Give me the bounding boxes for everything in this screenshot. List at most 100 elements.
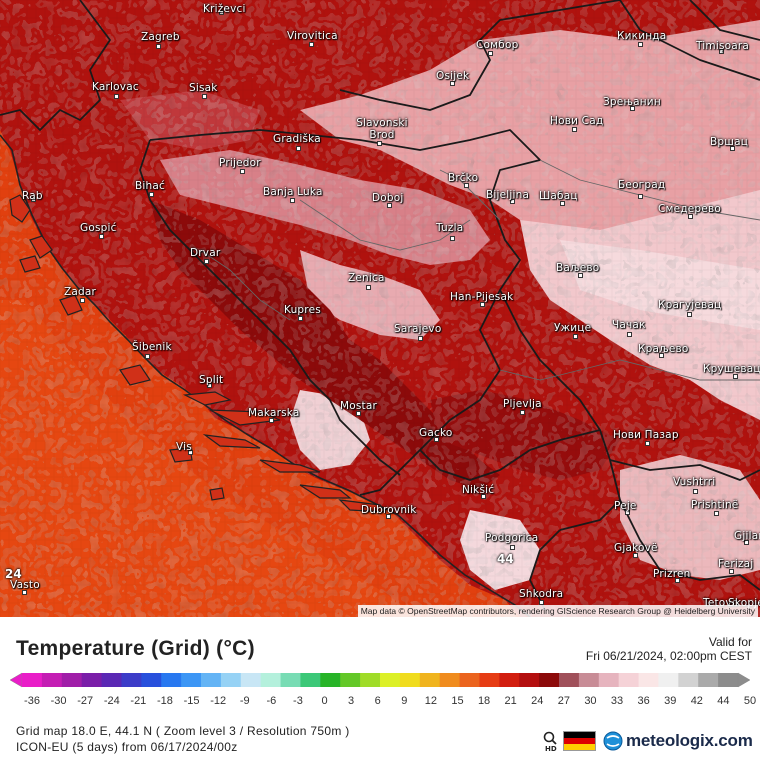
city-marker [80,298,85,303]
city-marker [693,489,698,494]
scale-tick-label: 18 [477,695,491,707]
scale-segment [578,673,600,687]
scale-segment [658,673,679,687]
city-label-makarska: Makarska [248,407,300,419]
magnifier-icon: HD [543,731,557,753]
city-marker [687,312,692,317]
scale-segment [718,673,739,687]
city-marker [22,590,27,595]
temperature-map[interactable]: Križevci Zagreb Virovitica Сомбор Кикинд… [0,0,760,617]
scale-tick-label: 6 [374,695,381,707]
city-marker [269,418,274,423]
german-flag-icon[interactable] [563,731,596,751]
scale-segment [81,673,103,687]
valid-for-label: Valid for [708,635,752,649]
city-marker [202,94,207,99]
scale-tick-label: -18 [157,695,173,707]
city-marker [625,510,630,515]
city-label-kraljevo: Краљево [638,343,689,355]
scale-segment [559,673,580,687]
scale-segment [340,673,361,687]
scale-arrow-left [10,672,23,688]
scale-tick-label: -6 [266,695,277,707]
city-marker [450,81,455,86]
city-label-osijek: Osijek [436,70,470,82]
city-marker [145,354,150,359]
city-label-slavonski-brod: Slavonski Brod [356,117,408,141]
city-label-pljevlja: Pljevlja [503,398,542,410]
scale-tick-label: -30 [50,695,67,707]
city-marker [481,494,486,499]
scale-segment [360,673,381,687]
hd-label: HD [545,745,557,752]
scale-tick-label: 42 [690,695,703,707]
city-marker [450,236,455,241]
scale-tick-label: -27 [77,695,94,707]
city-label-kragujevac: Крагујевац [658,299,722,311]
city-marker [149,192,154,197]
city-marker [638,42,643,47]
meteologix-globe-icon [603,731,623,751]
map-value-label: 44 [497,552,514,566]
city-label-banja-luka: Banja Luka [263,186,323,198]
city-label-vasto: Vasto [10,579,40,591]
city-label-gjilan: Gjilan [734,530,760,542]
city-label-peje: Peje [614,500,637,512]
color-scale-bar [10,672,750,688]
city-label-zadar: Zadar [64,286,97,298]
city-label-doboj: Doboj [372,192,404,204]
city-label-sibenik: Šibenik [132,341,172,353]
pixel-noise [0,0,760,617]
city-marker [387,203,392,208]
scale-segment [320,673,341,687]
scale-segment [519,673,540,687]
city-marker [630,106,635,111]
city-label-gjakove: Gjakovë [614,542,658,554]
city-marker [714,511,719,516]
city-marker [627,332,632,337]
map-value-label: 24 [5,567,22,581]
city-label-uzice: Ужице [554,322,592,334]
city-marker [733,374,738,379]
city-marker [539,600,544,605]
valid-date: Fri 06/21/2024, 02:00pm CEST [585,649,752,663]
scale-segment [618,673,640,687]
city-label-gradiska: Gradiška [273,133,321,145]
islands [9,194,387,513]
city-marker [114,94,119,99]
city-marker [688,214,693,219]
city-label-kupres: Kupres [284,304,321,316]
scale-segment [240,673,262,687]
scale-segment [161,673,182,687]
city-label-virovitica: Virovitica [287,30,338,42]
scale-segment [280,673,301,687]
city-marker [188,450,193,455]
city-label-ferizaj: Ferizaj [718,558,754,570]
scale-tick-label: -12 [210,695,227,707]
city-marker [633,553,638,558]
city-marker [645,441,650,446]
city-marker [240,169,245,174]
scale-segment [459,673,480,687]
scale-segment [61,673,83,687]
country-borders [0,0,760,611]
city-label-prishtine: Prishtinë [691,499,739,511]
meteologix-logo[interactable]: meteologix.com [603,730,753,752]
scale-segment [678,673,699,687]
city-marker [719,49,724,54]
model-info: ICON-EU (5 days) from 06/17/2024/00z [16,740,238,754]
city-marker [99,234,104,239]
scale-segment [22,673,43,687]
city-label-cacak: Чачак [612,319,646,331]
scale-arrow-right [737,672,750,688]
city-marker [729,569,734,574]
city-label-gacko: Gacko [419,427,453,439]
scale-tick-label: 39 [664,695,677,707]
scale-tick-label: 0 [321,695,328,707]
city-label-timisoara: Timișoara [696,40,750,52]
hd-toggle-button[interactable]: HD [541,730,561,753]
city-marker [573,334,578,339]
scale-segment [698,673,719,687]
scale-segment [181,673,202,687]
scale-tick-label: 9 [401,695,408,707]
